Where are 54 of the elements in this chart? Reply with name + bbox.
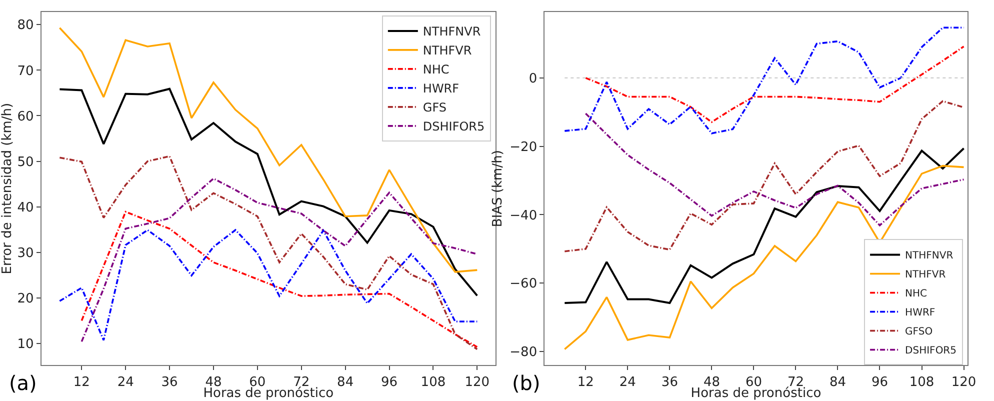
y-tick-label: 30 <box>17 246 34 261</box>
legend-label: NHC <box>422 62 450 77</box>
line-series <box>80 178 478 342</box>
x-tick-label: 120 <box>951 374 976 390</box>
x-tick-label: 12 <box>577 374 594 390</box>
x-tick-label: 108 <box>909 374 934 390</box>
line-series <box>80 210 478 348</box>
legend-label: NTHFVR <box>905 270 946 281</box>
y-tick-label: 0 <box>528 71 538 86</box>
line-series <box>584 112 965 226</box>
y-tick-label: −20 <box>510 140 538 155</box>
x-tick-label: 36 <box>661 374 678 390</box>
x-tick-label: 36 <box>161 374 178 390</box>
legend-label: NHC <box>905 288 928 300</box>
y-tick-label: −80 <box>510 345 538 360</box>
x-tick-label: 84 <box>337 374 354 390</box>
line-series <box>584 46 965 123</box>
y-tick-label: 50 <box>17 154 34 170</box>
legend-label: NTHFVR <box>422 44 472 58</box>
y-tick-label: 10 <box>17 336 34 352</box>
legend-label: NTHFNVR <box>905 250 954 262</box>
x-tick-label: 24 <box>619 374 636 390</box>
y-tick-label: 60 <box>17 109 34 124</box>
line-series <box>564 147 965 304</box>
x-tick-label: 60 <box>745 374 762 390</box>
x-tick-label: 24 <box>117 374 134 390</box>
legend-label: GFS <box>422 100 447 115</box>
y-tick-label: −60 <box>510 276 538 292</box>
legend-label: DSHIFOR5 <box>905 346 956 357</box>
y-tick-label: 20 <box>17 291 34 306</box>
legend-label: DSHIFOR5 <box>422 120 485 134</box>
y-axis-title: BIAS (km/h) <box>490 150 506 228</box>
y-axis-title: Error de intensidad (km/h) <box>0 102 15 274</box>
x-tick-label: 96 <box>871 374 888 390</box>
line-series <box>58 229 478 342</box>
x-tick-label: 108 <box>420 374 446 390</box>
text: (a) <box>9 371 37 395</box>
text: (b) <box>512 371 540 395</box>
legend-label: HWRF <box>905 308 936 319</box>
y-tick-label: 80 <box>17 18 34 34</box>
y-tick-label: −40 <box>510 208 538 224</box>
x-tick-label: 120 <box>464 374 490 390</box>
y-tick-label: 40 <box>17 200 34 216</box>
line-series <box>564 100 965 252</box>
x-tick-label: 84 <box>829 374 846 390</box>
x-tick-label: 96 <box>380 374 398 390</box>
legend-label: NTHFNVR <box>422 24 481 39</box>
line-series <box>564 26 965 134</box>
legend-label: HWRF <box>422 82 460 96</box>
y-tick-label: 70 <box>17 64 34 79</box>
legend-label: GFSO <box>905 326 933 338</box>
x-tick-label: 48 <box>703 374 720 390</box>
x-tick-label: 12 <box>73 374 90 390</box>
line-series <box>58 155 478 350</box>
